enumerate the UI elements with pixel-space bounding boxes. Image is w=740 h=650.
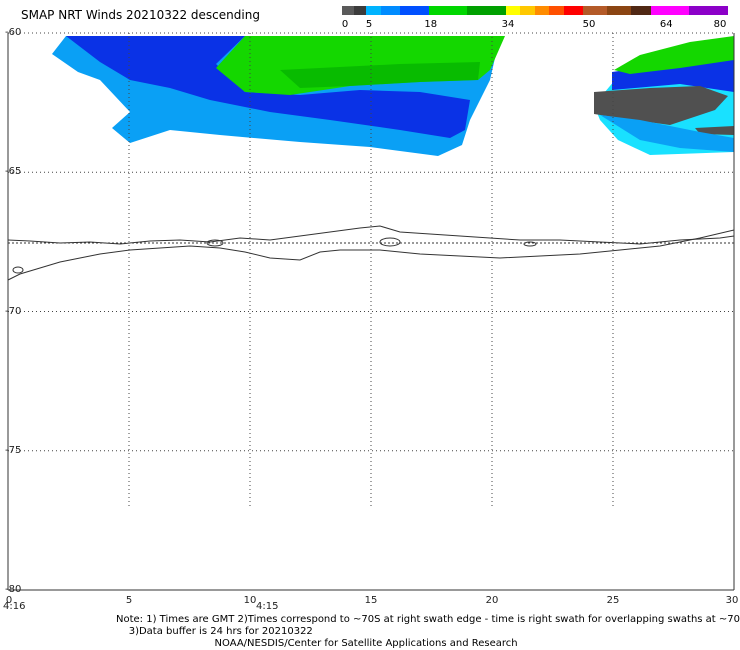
colorbar-segment — [380, 6, 400, 15]
wind-speed-colorbar — [342, 6, 728, 15]
longitude-label: 0 — [5, 595, 13, 606]
colorbar-segment — [520, 6, 535, 15]
coastline — [7, 225, 735, 281]
time-label-left: 4:16 — [3, 601, 26, 612]
swath-light-blue-edge — [600, 115, 734, 152]
colorbar-segment — [583, 6, 608, 15]
map-frame — [7, 33, 735, 591]
colorbar-segment — [506, 6, 521, 15]
map-title: SMAP NRT Winds 20210322 descending — [21, 8, 260, 22]
coastline-island — [379, 237, 401, 247]
colorbar-segment — [354, 6, 367, 15]
longitude-label: 10 — [243, 595, 257, 606]
note-line-3: NOAA/NESDIS/Center for Satellite Applica… — [214, 638, 518, 649]
colorbar-segment — [689, 6, 728, 15]
footnotes: Note: 1) Times are GMT 2)Times correspon… — [116, 614, 740, 650]
latitude-label: -60 — [5, 27, 22, 38]
longitude-label: 25 — [606, 595, 620, 606]
latitude-label: -70 — [5, 305, 22, 317]
coastline-island — [523, 241, 537, 247]
time-label-mid: 4:15 — [256, 601, 279, 612]
colorbar-tick-label: 34 — [501, 19, 515, 30]
wind-swath-right — [594, 36, 734, 155]
colorbar-segment — [650, 6, 690, 15]
colorbar-tick-label: 5 — [365, 19, 373, 30]
colorbar-segment — [342, 6, 355, 15]
colorbar-tick-label: 64 — [659, 19, 673, 30]
latitude-label: -80 — [5, 584, 22, 595]
swath-blue-region — [66, 36, 470, 138]
swath-right-green-region — [614, 36, 734, 74]
longitude-label: 15 — [364, 595, 378, 606]
longitude-label: 5 — [125, 595, 133, 606]
colorbar-segment — [631, 6, 651, 15]
wind-swath-left — [52, 36, 505, 156]
swath-gray-small — [695, 126, 734, 135]
note-line-1: Note: 1) Times are GMT 2)Times correspon… — [116, 614, 740, 625]
latitude-label: -65 — [5, 166, 22, 178]
coastline-main — [7, 229, 735, 281]
note-line-2: 3)Data buffer is 24 hrs for 20210322 — [128, 626, 313, 637]
coastline-ice-shelf — [7, 225, 735, 245]
longitude-label: 20 — [485, 595, 499, 606]
colorbar-tick-label: 18 — [424, 19, 438, 30]
colorbar-segment — [428, 6, 468, 15]
colorbar-segment — [399, 6, 429, 15]
coastline-island — [12, 266, 24, 274]
latitude-label: -75 — [5, 444, 22, 456]
swath-green-dark-band — [280, 62, 480, 88]
colorbar-tick-label: 50 — [582, 19, 596, 30]
colorbar-tick-label: 0 — [341, 19, 349, 30]
colorbar-segment — [534, 6, 550, 15]
colorbar-tick-label: 80 — [713, 19, 727, 30]
colorbar-segment — [467, 6, 507, 15]
longitude-label: 30 — [725, 595, 739, 606]
swath-gray-region — [594, 86, 728, 125]
colorbar-segment — [563, 6, 584, 15]
colorbar-segment — [607, 6, 632, 15]
colorbar-segment — [366, 6, 381, 15]
coastline-island — [206, 239, 224, 247]
colorbar-segment — [549, 6, 564, 15]
